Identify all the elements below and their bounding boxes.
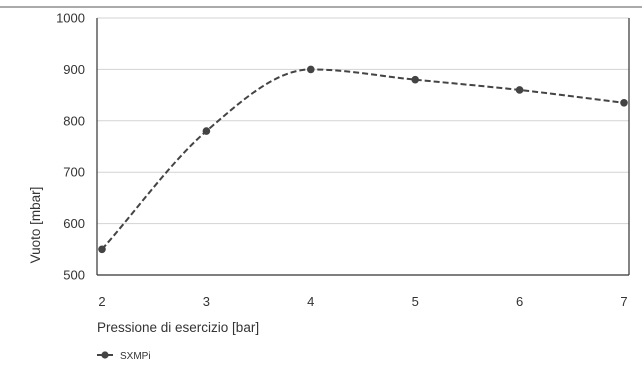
data-point: [411, 75, 420, 84]
y-tick-labels: 500 600 700 800 900 1000: [56, 11, 85, 283]
grid-lines: [97, 17, 629, 276]
x-tick-label: 3: [203, 294, 210, 309]
y-tick-label: 1000: [56, 11, 85, 26]
y-tick-label: 800: [63, 113, 85, 128]
x-tick-labels: 2 3 4 5 6 7: [98, 294, 627, 309]
x-tick-label: 5: [412, 294, 419, 309]
x-axis-title: Pressione di esercizio [bar]: [97, 320, 259, 335]
y-tick-label: 700: [63, 165, 85, 180]
x-tick-label: 6: [516, 294, 523, 309]
series-line-sxmpi: [101, 68, 625, 250]
legend: SXMPi: [97, 351, 151, 362]
y-tick-label: 500: [63, 268, 85, 283]
legend-label-sxmpi: SXMPi: [120, 351, 151, 362]
series-layer: [98, 65, 628, 254]
x-tick-label: 7: [620, 294, 627, 309]
axes: [96, 18, 630, 276]
data-point: [98, 245, 106, 254]
x-tick-label: 2: [98, 294, 105, 309]
data-point: [202, 127, 211, 135]
y-tick-label: 600: [63, 216, 85, 231]
y-axis-title: Vuoto [mbar]: [28, 187, 43, 264]
data-point: [307, 65, 315, 74]
data-point: [515, 86, 524, 94]
legend-swatch-marker: [101, 351, 109, 359]
y-tick-label: 900: [63, 62, 85, 77]
data-point: [620, 99, 628, 107]
x-tick-label: 4: [307, 294, 314, 309]
